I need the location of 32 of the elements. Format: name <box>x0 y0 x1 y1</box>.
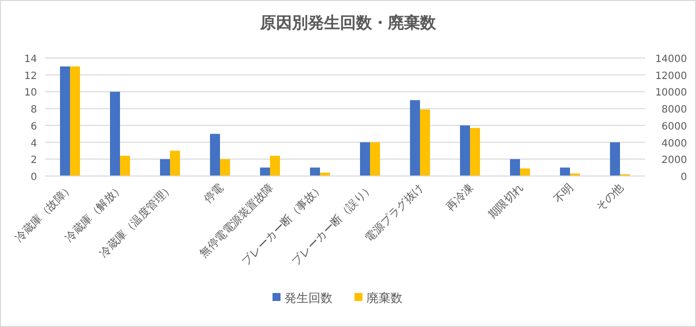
bar <box>120 156 130 176</box>
y-tick-label: 2 <box>30 155 37 166</box>
y2-tick-label: 2000 <box>662 155 687 166</box>
y2-tick-label: 6000 <box>662 121 687 132</box>
bar <box>510 159 520 176</box>
x-tick-label: 停電 <box>201 180 226 206</box>
y-tick-label: 6 <box>30 121 37 132</box>
y2-tick-label: 14000 <box>655 54 687 65</box>
y2-tick-label: 4000 <box>662 138 687 150</box>
bar <box>110 92 120 176</box>
bar <box>310 168 320 176</box>
y2-tick-label: 12000 <box>655 70 687 82</box>
bar <box>560 168 570 176</box>
y-tick-label: 10 <box>24 88 37 99</box>
chart-title: 原因別発生回数・廃棄数 <box>259 13 437 32</box>
y-tick-label: 8 <box>30 104 37 116</box>
x-tick-label: 再冷凍 <box>444 180 476 214</box>
y2-tick-label: 10000 <box>655 88 687 99</box>
y-tick-label: 4 <box>30 138 37 150</box>
y2-tick-label: 8000 <box>662 104 687 116</box>
bar <box>270 156 280 176</box>
bar <box>210 134 220 176</box>
x-tick-label: 不明 <box>551 180 576 206</box>
y2-tick-label: 0 <box>680 172 687 183</box>
y-tick-label: 0 <box>30 172 37 183</box>
legend-label: 廃棄数 <box>366 291 402 305</box>
y-tick-label: 14 <box>24 54 37 65</box>
legend-label: 発生回数 <box>284 291 332 305</box>
x-tick-label: 期限切れ <box>486 180 526 222</box>
bar <box>610 142 620 176</box>
y-tick-label: 12 <box>24 70 37 82</box>
x-tick-label: その他 <box>594 180 626 214</box>
